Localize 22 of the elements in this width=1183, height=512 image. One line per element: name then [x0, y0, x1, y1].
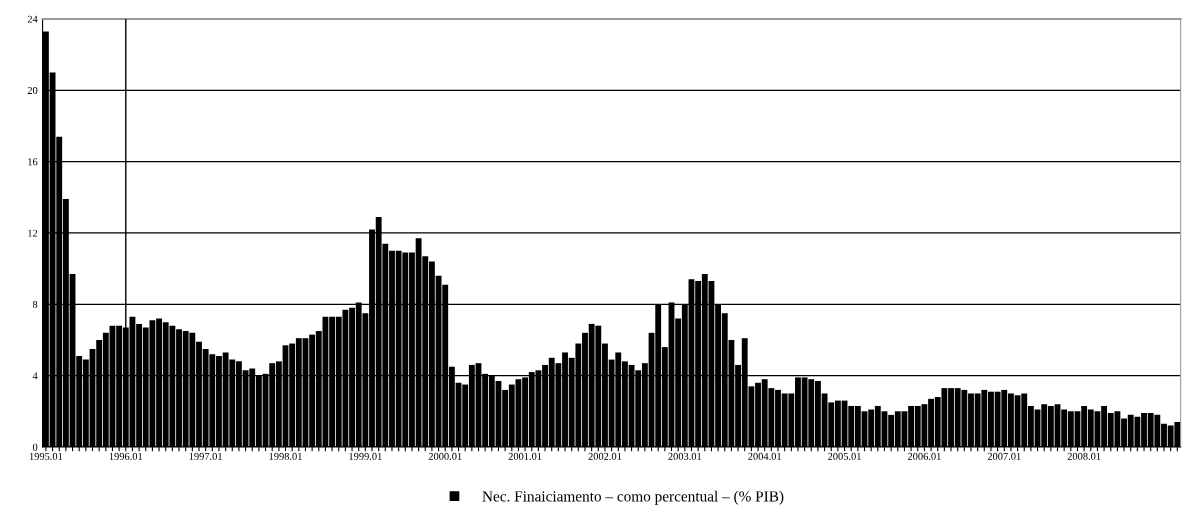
x-tick-label: 2003.01 [668, 452, 702, 460]
x-tick-label: 2005.01 [828, 452, 861, 460]
y-tick-label: 20 [27, 86, 38, 94]
y-tick-label: 4 [32, 372, 38, 380]
y-tick-label: 8 [32, 300, 38, 309]
x-tick-label: 2004.01 [748, 452, 781, 460]
x-tick-label: 1997.01 [189, 452, 222, 460]
y-tick-label: 24 [27, 15, 38, 23]
x-tick-label: 1996.01 [109, 452, 143, 460]
x-tick-label: 2002.01 [588, 452, 622, 460]
x-tick-label: 2001.01 [508, 452, 542, 460]
x-tick-label: 2007.01 [987, 452, 1021, 460]
x-tick-label: 2008.01 [1067, 452, 1101, 460]
x-tick-label: 1998.01 [269, 452, 302, 460]
x-tick-label: 1999.01 [349, 452, 382, 460]
y-tick-label: 16 [28, 158, 38, 166]
x-tick-label: 1995.01 [29, 452, 63, 460]
x-tick-label: 2006.01 [907, 452, 941, 460]
legend-label: Nec. Finaiciamento – como percentual – (% PIB) [482, 490, 784, 505]
x-tick-label: 2000.01 [428, 452, 462, 460]
y-tick-label: 0 [32, 443, 38, 451]
y-tick-label: 12 [28, 229, 38, 237]
